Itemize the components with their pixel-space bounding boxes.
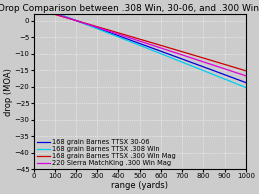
168 grain Barnes TTSX .300 Win Mag (244, 70, 247, 72)
168 grain Barnes TTSX 30-06 (234, 77, 237, 80)
168 grain Barnes TTSX .300 Win Mag (234, 66, 237, 69)
168 grain Barnes TTSX .308 Win (89, 25, 92, 28)
168 grain Barnes TTSX .300 Win Mag (89, 24, 92, 26)
168 grain Barnes TTSX .300 Win Mag (72, 19, 75, 21)
168 grain Barnes TTSX 30-06 (226, 75, 229, 77)
220 Sierra MatchKing .300 Win Mag (226, 69, 229, 71)
168 grain Barnes TTSX .308 Win (234, 82, 237, 84)
168 grain Barnes TTSX .300 Win Mag (46, 11, 49, 13)
Line: 168 grain Barnes TTSX .308 Win: 168 grain Barnes TTSX .308 Win (35, 5, 246, 87)
168 grain Barnes TTSX 30-06 (244, 81, 247, 84)
168 grain Barnes TTSX 30-06 (46, 9, 49, 11)
Line: 220 Sierra MatchKing .300 Win Mag: 220 Sierra MatchKing .300 Win Mag (35, 7, 246, 76)
Y-axis label: drop (MOA): drop (MOA) (4, 68, 13, 116)
220 Sierra MatchKing .300 Win Mag (89, 24, 92, 27)
168 grain Barnes TTSX .308 Win (42, 7, 45, 9)
168 grain Barnes TTSX .308 Win (72, 19, 75, 21)
168 grain Barnes TTSX 30-06 (89, 25, 92, 27)
Line: 168 grain Barnes TTSX 30-06: 168 grain Barnes TTSX 30-06 (35, 6, 246, 83)
168 grain Barnes TTSX .308 Win (33, 3, 36, 6)
Legend: 168 grain Barnes TTSX 30-06, 168 grain Barnes TTSX .308 Win, 168 grain Barnes TT: 168 grain Barnes TTSX 30-06, 168 grain B… (35, 138, 177, 167)
Title: Drop Comparison between .308 Win, 30-06, and .300 Win Mag: Drop Comparison between .308 Win, 30-06,… (0, 4, 259, 13)
220 Sierra MatchKing .300 Win Mag (234, 71, 237, 74)
220 Sierra MatchKing .300 Win Mag (42, 9, 45, 11)
168 grain Barnes TTSX 30-06 (42, 8, 45, 10)
168 grain Barnes TTSX .308 Win (226, 79, 229, 81)
Line: 168 grain Barnes TTSX .300 Win Mag: 168 grain Barnes TTSX .300 Win Mag (35, 9, 246, 71)
220 Sierra MatchKing .300 Win Mag (46, 10, 49, 13)
220 Sierra MatchKing .300 Win Mag (33, 6, 36, 9)
X-axis label: range (yards): range (yards) (111, 181, 168, 190)
220 Sierra MatchKing .300 Win Mag (72, 19, 75, 21)
168 grain Barnes TTSX 30-06 (72, 19, 75, 21)
168 grain Barnes TTSX .300 Win Mag (226, 64, 229, 67)
168 grain Barnes TTSX .308 Win (46, 8, 49, 11)
168 grain Barnes TTSX .308 Win (244, 86, 247, 89)
168 grain Barnes TTSX .300 Win Mag (33, 8, 36, 10)
220 Sierra MatchKing .300 Win Mag (244, 75, 247, 77)
168 grain Barnes TTSX 30-06 (33, 5, 36, 7)
168 grain Barnes TTSX .300 Win Mag (42, 10, 45, 12)
